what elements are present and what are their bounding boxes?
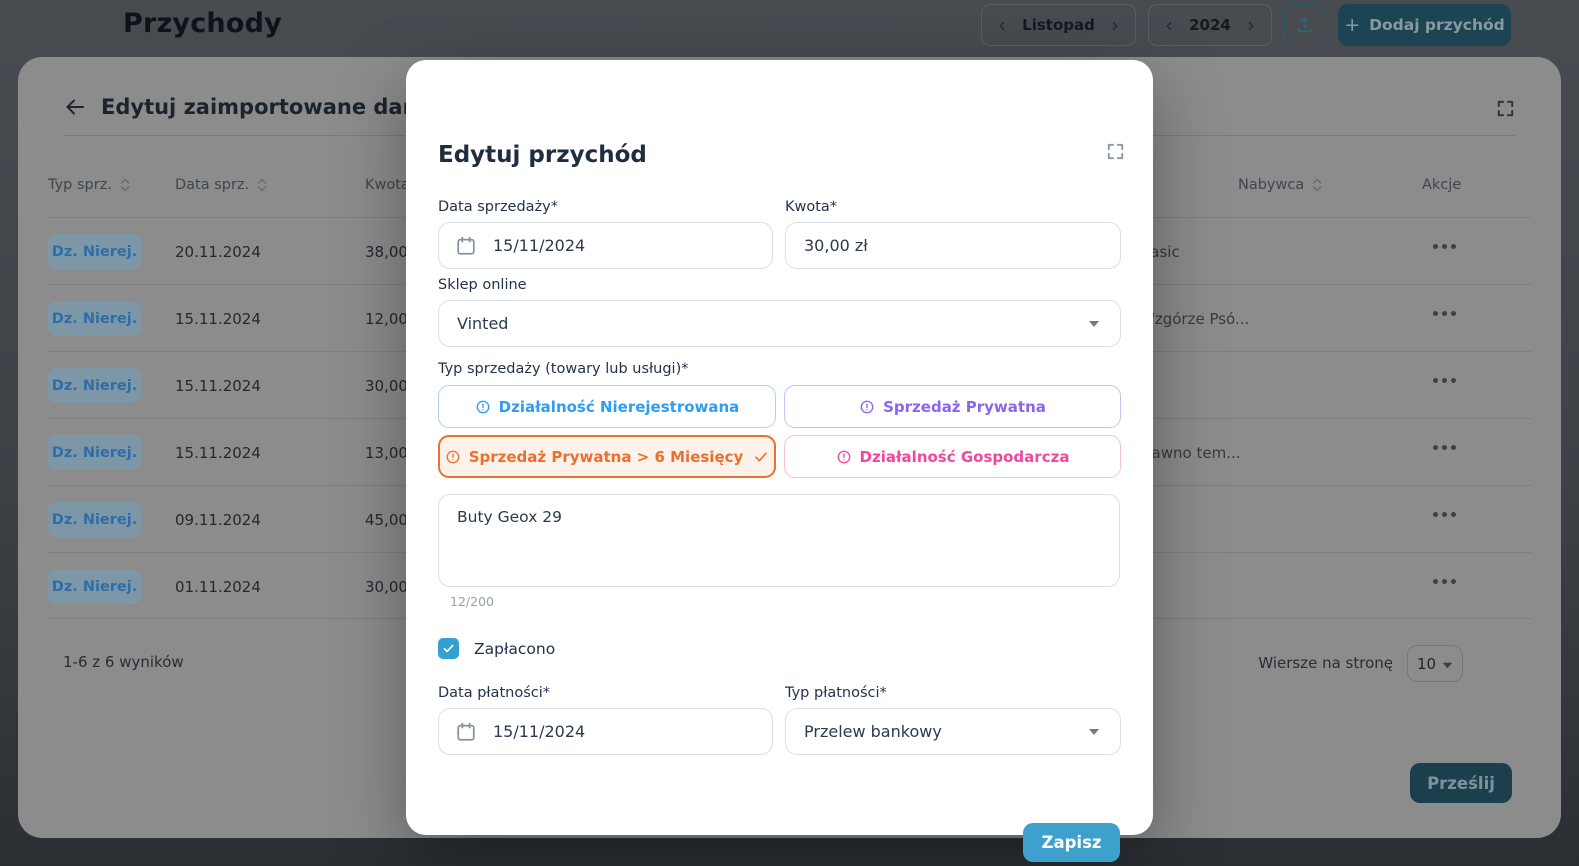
info-icon xyxy=(836,449,852,465)
amount-label: Kwota* xyxy=(785,199,838,215)
edit-income-modal: Edytuj przychód Data sprzedaży* Kwota* S… xyxy=(406,60,1153,862)
row-actions-menu-icon[interactable] xyxy=(1433,445,1456,450)
cell-date: 20.11.2024 xyxy=(175,242,261,261)
page-title: Przychody xyxy=(123,8,282,39)
cell-date: 15.11.2024 xyxy=(175,309,261,328)
row-actions-menu-icon[interactable] xyxy=(1433,512,1456,517)
column-header-akcje: Akcje xyxy=(1422,177,1462,193)
status-badge: Dz. Nierej. xyxy=(48,368,141,403)
sale-date-label: Data sprzedaży* xyxy=(438,199,559,215)
type-option-sprzedaz-prywatna[interactable]: Sprzedaż Prywatna xyxy=(784,385,1121,428)
cell-date: 01.11.2024 xyxy=(175,577,261,596)
status-badge: Dz. Nierej. xyxy=(48,502,141,537)
table-header: Typ sprz. Data sprz. Kwota, xyxy=(18,177,1561,213)
page-header: Przychody ‹ Listopad › ‹ 2024 › + Dodaj … xyxy=(0,0,1579,57)
month-label: Listopad xyxy=(1022,16,1095,34)
sort-icon xyxy=(120,177,130,193)
cell-buyer: Dawno tem... xyxy=(1140,443,1241,462)
chevron-down-icon xyxy=(1088,320,1100,328)
info-icon xyxy=(859,399,875,415)
status-badge: Dz. Nierej. xyxy=(48,301,141,336)
results-count: 1-6 z 6 wyników xyxy=(63,653,184,671)
year-label: 2024 xyxy=(1189,16,1231,34)
year-next-button[interactable]: › xyxy=(1247,13,1255,37)
check-icon xyxy=(753,449,769,465)
payment-date-value[interactable] xyxy=(493,722,772,741)
payment-type-label: Typ płatności* xyxy=(785,685,887,701)
paid-checkbox[interactable] xyxy=(438,638,459,659)
status-badge: Dz. Nierej. xyxy=(48,234,141,269)
calendar-icon xyxy=(455,721,477,743)
info-icon xyxy=(445,449,461,465)
description-textarea[interactable]: Buty Geox 29 xyxy=(439,495,1119,586)
panel-title: Edytuj zaimportowane dane xyxy=(101,95,432,119)
rows-per-page-value: 10 xyxy=(1416,654,1437,673)
chevron-down-icon xyxy=(1088,728,1100,736)
add-income-button[interactable]: + Dodaj przychód xyxy=(1338,4,1511,46)
description-field: Buty Geox 29 xyxy=(438,494,1120,587)
type-option-dzialalnosc-nierejestrowana[interactable]: Działalność Nierejestrowana xyxy=(438,385,776,428)
year-selector: ‹ 2024 › xyxy=(1148,4,1272,46)
payment-date-input[interactable] xyxy=(438,708,773,755)
type-option-dzialalnosc-gospodarcza[interactable]: Działalność Gospodarcza xyxy=(784,435,1121,478)
plus-icon: + xyxy=(1344,14,1361,36)
add-income-label: Dodaj przychód xyxy=(1369,16,1505,34)
column-header-kwota[interactable]: Kwota, xyxy=(365,177,415,193)
upload-icon xyxy=(1295,15,1315,35)
sort-icon xyxy=(257,177,267,193)
back-arrow-icon[interactable] xyxy=(63,95,87,119)
info-icon xyxy=(475,399,491,415)
chevron-down-icon xyxy=(1442,655,1453,673)
modal-title: Edytuj przychód xyxy=(438,142,647,168)
status-badge: Dz. Nierej. xyxy=(48,435,141,470)
modal-fullscreen-icon[interactable] xyxy=(1106,142,1125,165)
cell-date: 15.11.2024 xyxy=(175,376,261,395)
row-actions-menu-icon[interactable] xyxy=(1433,378,1456,383)
panel-fullscreen-icon[interactable] xyxy=(1496,99,1515,122)
type-option-sprzedaz-prywatna-6-miesiecy[interactable]: Sprzedaż Prywatna > 6 Miesięcy xyxy=(438,435,776,478)
char-counter: 12/200 xyxy=(450,594,494,609)
column-header-typ[interactable]: Typ sprz. xyxy=(48,177,130,193)
save-button[interactable]: Zapisz xyxy=(1023,823,1120,862)
row-actions-menu-icon[interactable] xyxy=(1433,579,1456,584)
rows-per-page-label: Wiersze na stronę xyxy=(1258,654,1393,672)
submit-button[interactable]: Prześlij xyxy=(1410,763,1512,803)
year-prev-button[interactable]: ‹ xyxy=(1165,13,1173,37)
sort-icon xyxy=(1312,177,1322,193)
payment-type-select[interactable]: Przelew bankowy xyxy=(785,708,1121,755)
rows-per-page-select[interactable]: 10 xyxy=(1407,645,1463,682)
sale-type-label: Typ sprzedaży (towary lub usługi)* xyxy=(438,361,689,377)
paid-label: Zapłacono xyxy=(474,639,556,658)
payment-date-label: Data płatności* xyxy=(438,685,550,701)
calendar-icon xyxy=(455,235,477,257)
cell-buyer: Wzgórze Psó... xyxy=(1140,309,1250,328)
payment-type-value: Przelew bankowy xyxy=(804,722,942,741)
cell-date: 15.11.2024 xyxy=(175,443,261,462)
shop-select[interactable]: Vinted xyxy=(438,300,1121,347)
amount-input[interactable] xyxy=(785,222,1121,269)
shop-label: Sklep online xyxy=(438,277,527,293)
shop-value: Vinted xyxy=(457,314,509,333)
table-footer: 1-6 z 6 wyników Wiersze na stronę 10 xyxy=(63,645,1513,683)
import-button[interactable] xyxy=(1284,4,1326,46)
column-header-nabywca[interactable]: Nabywca xyxy=(1238,177,1322,193)
month-selector: ‹ Listopad › xyxy=(981,4,1136,46)
amount-value[interactable] xyxy=(804,236,1102,255)
status-badge: Dz. Nierej. xyxy=(48,569,141,604)
sale-date-input[interactable] xyxy=(438,222,773,269)
cell-date: 09.11.2024 xyxy=(175,510,261,529)
row-actions-menu-icon[interactable] xyxy=(1433,311,1456,316)
sale-date-value[interactable] xyxy=(493,236,772,255)
month-next-button[interactable]: › xyxy=(1110,13,1119,37)
row-actions-menu-icon[interactable] xyxy=(1433,244,1456,249)
column-header-data[interactable]: Data sprz. xyxy=(175,177,267,193)
month-prev-button[interactable]: ‹ xyxy=(998,13,1006,37)
paid-row: Zapłacono xyxy=(438,638,555,659)
